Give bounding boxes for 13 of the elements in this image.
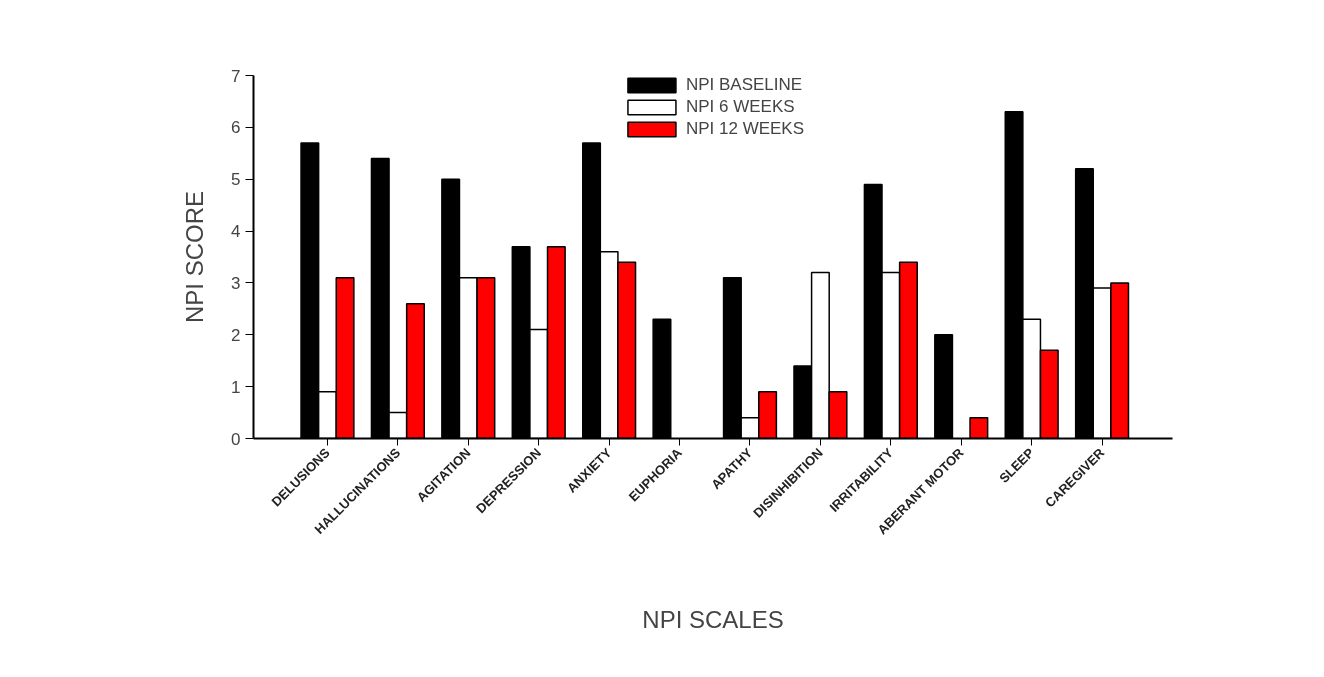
y-tick-label: 0 (231, 429, 241, 449)
legend-label: NPI 12 WEEKS (685, 119, 805, 139)
legend-label: NPI 6 WEEKS (685, 97, 795, 117)
y-tick-label: 6 (231, 118, 241, 138)
y-axis-title: NPI SCORE (181, 190, 209, 324)
y-tick-label: 1 (231, 377, 241, 397)
legend-label: NPI BASELINE (685, 75, 803, 95)
y-tick-label: 3 (231, 273, 241, 293)
y-tick-label: 2 (231, 325, 241, 345)
y-tick-label: 4 (231, 222, 241, 242)
x-axis-title: NPI SCALES (642, 605, 784, 633)
y-tick-label: 7 (231, 66, 241, 86)
y-tick-label: 5 (231, 170, 241, 190)
